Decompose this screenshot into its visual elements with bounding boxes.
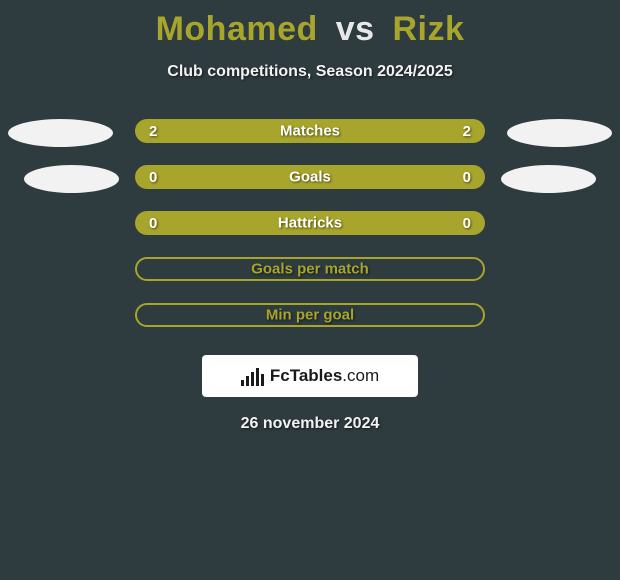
- stat-left-value: 2: [149, 123, 157, 140]
- stat-row-mpg: Min per goal: [0, 303, 620, 327]
- brand-text: FcTables.com: [270, 366, 379, 386]
- stat-left-value: 0: [149, 169, 157, 186]
- stat-label: Goals: [289, 169, 331, 186]
- stat-row-hattricks: 0 Hattricks 0: [0, 211, 620, 235]
- stat-right-value: 0: [463, 215, 471, 232]
- stat-bar-hattricks: 0 Hattricks 0: [135, 211, 485, 235]
- stat-bar-mpg: Min per goal: [135, 303, 485, 327]
- player-left-marker: [8, 119, 113, 147]
- stat-label: Hattricks: [278, 215, 342, 232]
- player-left-marker: [24, 165, 119, 193]
- stat-left-value: 0: [149, 215, 157, 232]
- date-label: 26 november 2024: [0, 415, 620, 433]
- stat-row-gpm: Goals per match: [0, 257, 620, 281]
- title-player-right: Rizk: [393, 10, 465, 48]
- stat-label: Matches: [280, 123, 340, 140]
- brand-logo: FcTables.com: [202, 355, 418, 397]
- stat-bar-matches: 2 Matches 2: [135, 119, 485, 143]
- stat-bar-goals: 0 Goals 0: [135, 165, 485, 189]
- stats-container: 2 Matches 2 0 Goals 0 0 Hattricks 0: [0, 119, 620, 327]
- title-player-left: Mohamed: [156, 10, 318, 48]
- page-title: Mohamed vs Rizk: [0, 0, 620, 49]
- stat-right-value: 0: [463, 169, 471, 186]
- player-right-marker: [507, 119, 612, 147]
- title-vs: vs: [336, 10, 375, 48]
- stat-label: Min per goal: [266, 307, 354, 324]
- stat-row-goals: 0 Goals 0: [0, 165, 620, 189]
- stat-bar-gpm: Goals per match: [135, 257, 485, 281]
- brand-name: FcTables: [270, 366, 342, 385]
- subtitle: Club competitions, Season 2024/2025: [0, 63, 620, 81]
- chart-bars-icon: [241, 366, 264, 386]
- brand-domain: .com: [342, 366, 379, 385]
- stat-right-value: 2: [463, 123, 471, 140]
- stat-row-matches: 2 Matches 2: [0, 119, 620, 143]
- stat-label: Goals per match: [251, 261, 369, 278]
- player-right-marker: [501, 165, 596, 193]
